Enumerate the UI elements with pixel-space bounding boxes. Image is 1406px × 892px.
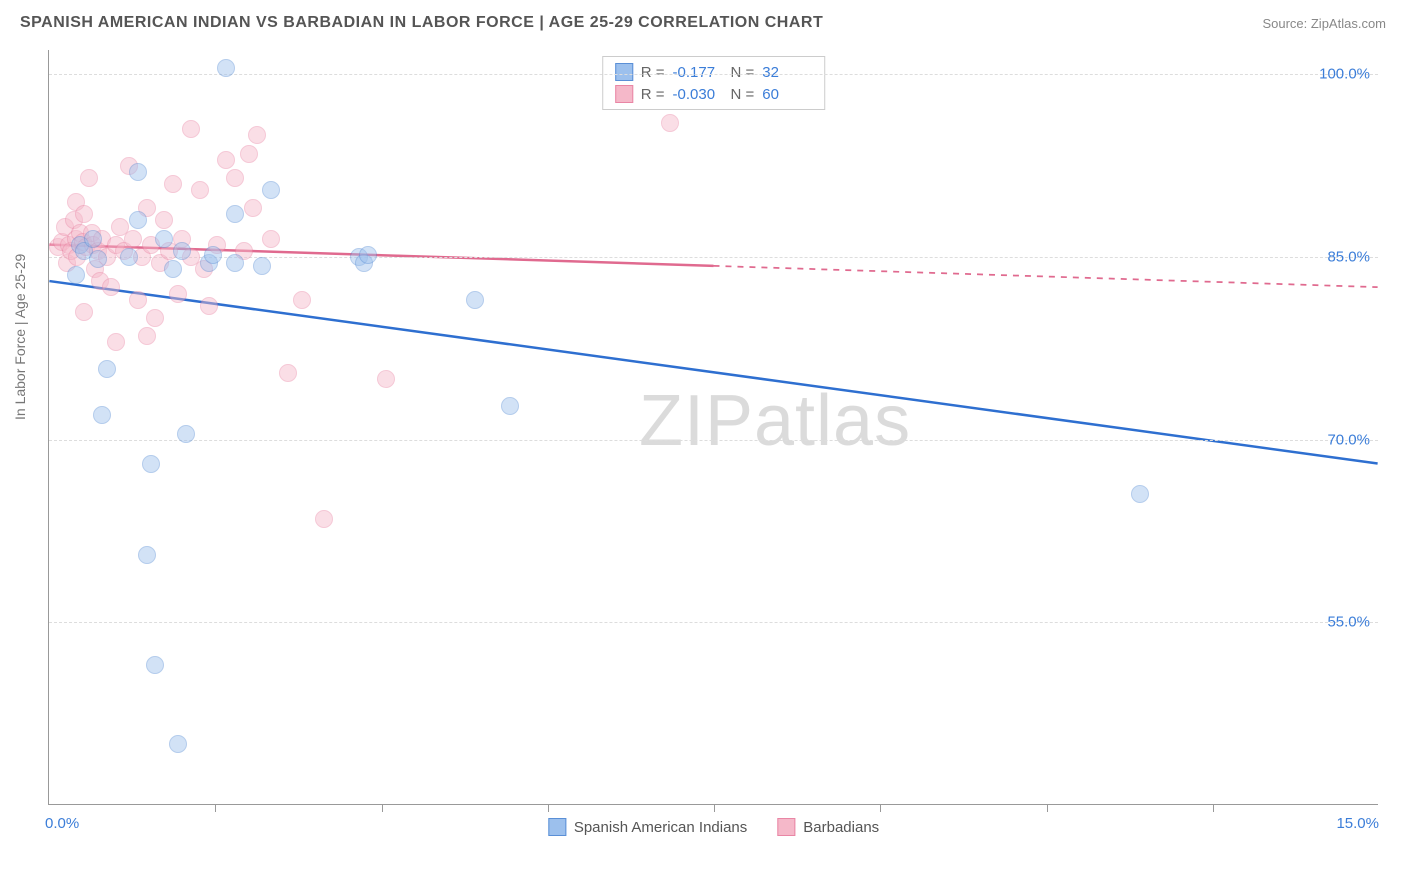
- swatch-series1: [615, 63, 633, 81]
- scatter-point: [244, 199, 262, 217]
- x-tick-label: 0.0%: [45, 815, 79, 832]
- scatter-point: [146, 656, 164, 674]
- legend-label-series2: Barbadians: [803, 819, 879, 836]
- scatter-point: [253, 257, 271, 275]
- watermark: ZIPatlas: [639, 380, 911, 462]
- chart-header: SPANISH AMERICAN INDIAN VS BARBADIAN IN …: [0, 0, 1406, 42]
- scatter-point: [84, 230, 102, 248]
- y-tick-label: 70.0%: [1327, 431, 1370, 448]
- scatter-point: [129, 211, 147, 229]
- scatter-point: [204, 246, 222, 264]
- gridline: [49, 74, 1378, 75]
- scatter-point: [191, 181, 209, 199]
- scatter-point: [93, 406, 111, 424]
- trend-lines-layer: [49, 50, 1378, 804]
- legend-item-series2: Barbadians: [777, 818, 879, 836]
- gridline: [49, 622, 1378, 623]
- scatter-point: [102, 278, 120, 296]
- scatter-point: [501, 397, 519, 415]
- scatter-point: [226, 205, 244, 223]
- swatch-series2: [615, 85, 633, 103]
- n-value-series1: 32: [762, 64, 812, 81]
- gridline: [49, 440, 1378, 441]
- scatter-point: [155, 211, 173, 229]
- scatter-point: [67, 266, 85, 284]
- scatter-point: [155, 230, 173, 248]
- scatter-point: [146, 309, 164, 327]
- scatter-point: [173, 242, 191, 260]
- r-value-series2: -0.030: [673, 86, 723, 103]
- y-axis-label: In Labor Force | Age 25-29: [12, 254, 28, 420]
- scatter-point: [80, 169, 98, 187]
- scatter-point: [217, 151, 235, 169]
- x-tick: [382, 804, 383, 812]
- y-tick-label: 85.0%: [1327, 249, 1370, 266]
- scatter-point: [248, 126, 266, 144]
- correlation-stats-box: R = -0.177 N = 32 R = -0.030 N = 60: [602, 56, 826, 110]
- x-tick: [1047, 804, 1048, 812]
- x-tick: [714, 804, 715, 812]
- scatter-point: [138, 546, 156, 564]
- scatter-point: [169, 285, 187, 303]
- chart-title: SPANISH AMERICAN INDIAN VS BARBADIAN IN …: [20, 14, 823, 32]
- scatter-point: [466, 291, 484, 309]
- scatter-point: [279, 364, 297, 382]
- x-tick: [880, 804, 881, 812]
- scatter-point: [182, 120, 200, 138]
- x-tick: [1213, 804, 1214, 812]
- scatter-point: [377, 370, 395, 388]
- scatter-point: [315, 510, 333, 528]
- scatter-point: [138, 327, 156, 345]
- scatter-point: [293, 291, 311, 309]
- legend-label-series1: Spanish American Indians: [574, 819, 747, 836]
- scatter-point: [169, 735, 187, 753]
- scatter-point: [120, 248, 138, 266]
- legend-swatch-series2: [777, 818, 795, 836]
- chart-plot-area: ZIPatlas R = -0.177 N = 32 R = -0.030 N …: [48, 50, 1378, 805]
- n-value-series2: 60: [762, 86, 812, 103]
- scatter-point: [200, 297, 218, 315]
- scatter-point: [142, 455, 160, 473]
- scatter-point: [226, 254, 244, 272]
- scatter-point: [129, 291, 147, 309]
- x-tick-label: 15.0%: [1336, 815, 1379, 832]
- scatter-point: [98, 360, 116, 378]
- stats-row-series1: R = -0.177 N = 32: [615, 61, 813, 83]
- scatter-point: [89, 250, 107, 268]
- y-tick-label: 55.0%: [1327, 614, 1370, 631]
- scatter-point: [262, 230, 280, 248]
- scatter-point: [75, 303, 93, 321]
- scatter-point: [217, 59, 235, 77]
- scatter-point: [226, 169, 244, 187]
- scatter-point: [164, 175, 182, 193]
- chart-source: Source: ZipAtlas.com: [1262, 16, 1386, 31]
- scatter-point: [177, 425, 195, 443]
- legend-item-series1: Spanish American Indians: [548, 818, 747, 836]
- r-value-series1: -0.177: [673, 64, 723, 81]
- x-tick: [548, 804, 549, 812]
- scatter-point: [129, 163, 147, 181]
- scatter-point: [359, 246, 377, 264]
- scatter-point: [262, 181, 280, 199]
- y-tick-label: 100.0%: [1319, 66, 1370, 83]
- scatter-point: [1131, 485, 1149, 503]
- x-tick: [215, 804, 216, 812]
- scatter-point: [107, 333, 125, 351]
- scatter-point: [240, 145, 258, 163]
- legend-swatch-series1: [548, 818, 566, 836]
- scatter-point: [661, 114, 679, 132]
- bottom-legend: Spanish American Indians Barbadians: [548, 818, 879, 836]
- scatter-point: [75, 205, 93, 223]
- stats-row-series2: R = -0.030 N = 60: [615, 83, 813, 105]
- scatter-point: [124, 230, 142, 248]
- scatter-point: [164, 260, 182, 278]
